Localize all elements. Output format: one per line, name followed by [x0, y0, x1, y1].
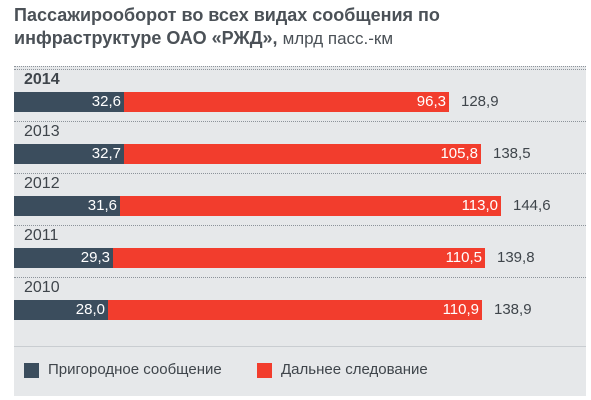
year-label: 2011 [24, 227, 59, 244]
year-label: 2013 [24, 123, 60, 140]
bar-long-distance: 113,0 [120, 196, 501, 216]
bar-suburban: 28,0 [14, 300, 108, 320]
chart-title-unit: млрд пасс.-км [282, 29, 394, 48]
row-separator [14, 121, 586, 122]
bar-long-distance: 96,3 [124, 92, 449, 112]
bar-suburban: 32,6 [14, 92, 124, 112]
total-label: 128,9 [461, 93, 499, 110]
bar-long-distance: 110,9 [108, 300, 482, 320]
legend-swatch-suburban [24, 363, 39, 378]
total-label: 138,5 [493, 145, 531, 162]
legend: Пригородное сообщение Дальнее следование [14, 356, 586, 386]
total-label: 139,8 [497, 249, 535, 266]
row-separator [14, 69, 586, 70]
bar-long-distance: 105,8 [124, 144, 481, 164]
year-label: 2012 [24, 175, 60, 192]
legend-label-suburban: Пригородное сообщение [48, 361, 222, 378]
bar-suburban: 31,6 [14, 196, 120, 216]
bar-suburban: 32,7 [14, 144, 124, 164]
legend-label-long-distance: Дальнее следование [281, 361, 428, 378]
total-label: 138,9 [494, 301, 532, 318]
row-separator [14, 173, 586, 174]
row-separator [14, 66, 586, 67]
bar-long-distance: 110,5 [113, 248, 485, 268]
chart-title-text: Пассажирооборот во всех видах сообщения … [14, 5, 440, 48]
row-separator [14, 225, 586, 226]
total-label: 144,6 [513, 197, 551, 214]
year-label: 2014 [24, 71, 60, 88]
chart-title: Пассажирооборот во всех видах сообщения … [14, 4, 584, 50]
legend-separator [14, 346, 586, 347]
row-separator [14, 277, 586, 278]
bar-suburban: 29,3 [14, 248, 113, 268]
year-label: 2010 [24, 279, 60, 296]
chart-panel: 2014 32,6 96,3 128,9 2013 32,7 105,8 138,5 2012 3… [14, 66, 586, 396]
legend-swatch-long-distance [257, 363, 272, 378]
